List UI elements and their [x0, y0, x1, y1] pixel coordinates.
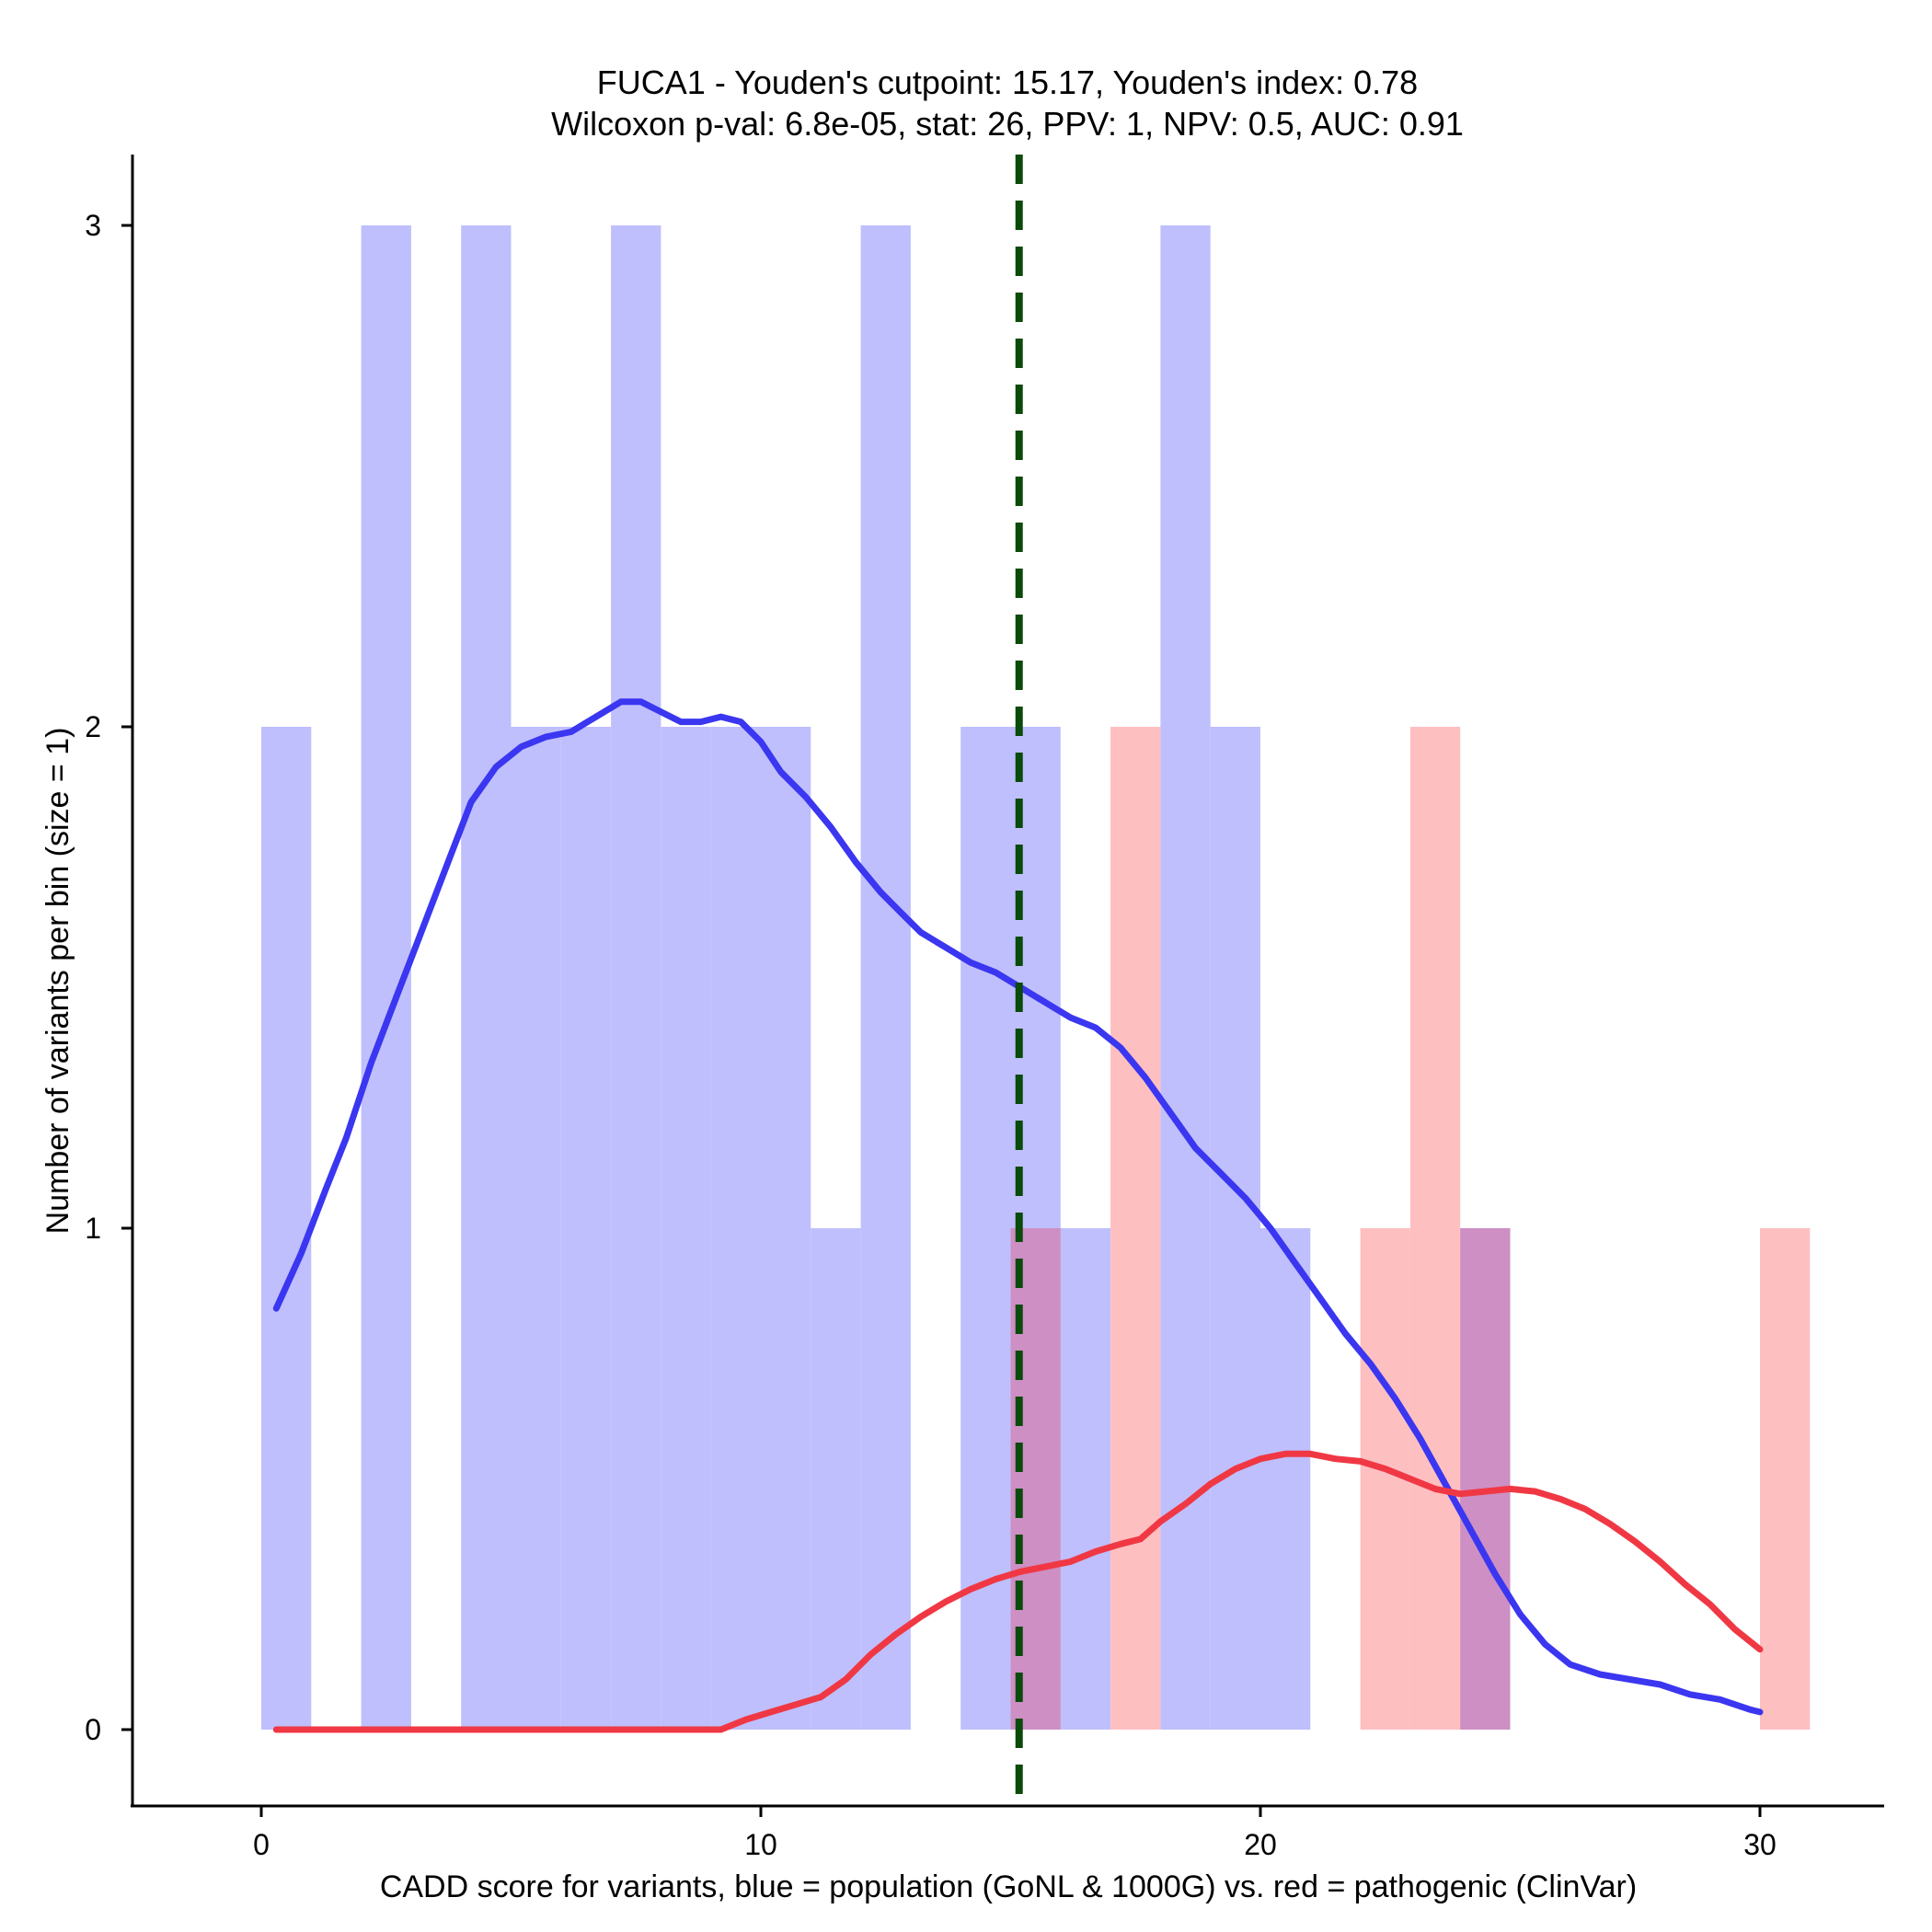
chart-title-line-1: FUCA1 - Youden's cutpoint: 15.17, Youden… [597, 63, 1418, 101]
x-tick-label-2: 20 [1244, 1828, 1277, 1861]
population-bar-13 [1060, 1228, 1111, 1730]
y-tick-label-1: 1 [85, 1212, 101, 1245]
population-bar-8 [761, 727, 811, 1730]
pathogenic-density-line [272, 1450, 1764, 1733]
y-tick-label-0: 0 [85, 1713, 101, 1746]
population-bar-5 [611, 225, 661, 1730]
chart-title-line-2: Wilcoxon p-val: 6.8e-05, stat: 26, PPV: … [551, 105, 1464, 143]
y-axis-ticks: 0 1 2 3 [85, 209, 132, 1746]
population-bar-0 [261, 727, 312, 1730]
x-axis-title: CADD score for variants, blue = populati… [380, 1869, 1637, 1904]
population-bar-16 [1260, 1228, 1311, 1730]
density-curves [272, 698, 1764, 1733]
population-bar-14 [1160, 225, 1211, 1730]
x-tick-label-0: 0 [253, 1828, 270, 1861]
population-bar-10 [860, 225, 911, 1730]
population-bar-2 [461, 225, 512, 1730]
y-tick-label-3: 3 [85, 209, 101, 242]
population-bar-6 [661, 727, 711, 1730]
overlap-bar-1 [1460, 1228, 1511, 1730]
pathogenic-bar-3 [1409, 727, 1461, 1730]
population-bar-7 [710, 727, 761, 1730]
population-density-line [272, 698, 1764, 1716]
population-bar-4 [560, 727, 612, 1730]
population-bar-11 [960, 727, 1011, 1730]
overlap-bars [1010, 1228, 1511, 1730]
y-axis-title: Number of variants per bin (size = 1) [40, 728, 75, 1235]
y-tick-label-2: 2 [85, 710, 101, 743]
pathogenic-bar-1 [1110, 727, 1161, 1730]
population-bars [261, 225, 1511, 1730]
x-tick-label-1: 10 [744, 1828, 777, 1861]
population-bar-9 [811, 1228, 861, 1730]
x-axis-ticks: 0 10 20 30 [253, 1806, 1777, 1861]
x-tick-label-3: 30 [1743, 1828, 1777, 1861]
population-bar-15 [1210, 727, 1260, 1730]
population-bar-3 [511, 727, 561, 1730]
pathogenic-bar-5 [1760, 1228, 1811, 1730]
